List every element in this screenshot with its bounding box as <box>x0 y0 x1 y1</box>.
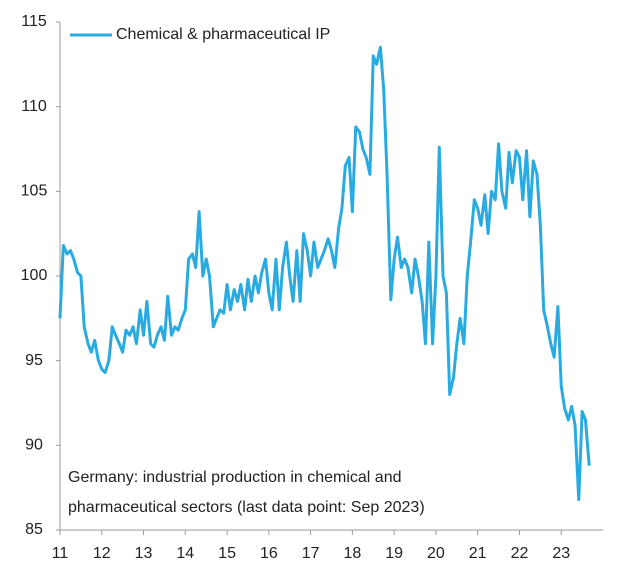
x-tick-label: 16 <box>260 545 278 562</box>
x-tick-label: 18 <box>343 545 361 562</box>
y-tick-label: 105 <box>21 183 48 200</box>
y-tick-label: 85 <box>25 521 43 538</box>
legend-label: Chemical & pharmaceutical IP <box>116 26 330 43</box>
y-tick-label: 90 <box>25 437 43 454</box>
annotation: pharmaceutical sectors (last data point:… <box>68 499 425 516</box>
x-tick-label: 14 <box>176 545 194 562</box>
data-line <box>58 45 591 502</box>
x-tick-label: 23 <box>552 545 570 562</box>
x-tick-label: 17 <box>302 545 320 562</box>
x-tick-label: 21 <box>469 545 487 562</box>
x-tick-label: 12 <box>93 545 111 562</box>
x-tick-label: 11 <box>52 545 69 562</box>
x-tick-label: 13 <box>135 545 153 562</box>
y-tick-label: 100 <box>21 267 48 284</box>
x-tick-label: 15 <box>218 545 236 562</box>
y-tick-label: 110 <box>21 98 47 115</box>
y-tick-label: 115 <box>21 13 47 30</box>
annotation: Germany: industrial production in chemic… <box>68 469 402 486</box>
x-tick-label: 22 <box>511 545 529 562</box>
y-tick-label: 95 <box>25 352 43 369</box>
x-tick-label: 20 <box>427 545 445 562</box>
x-tick-label: 19 <box>385 545 403 562</box>
